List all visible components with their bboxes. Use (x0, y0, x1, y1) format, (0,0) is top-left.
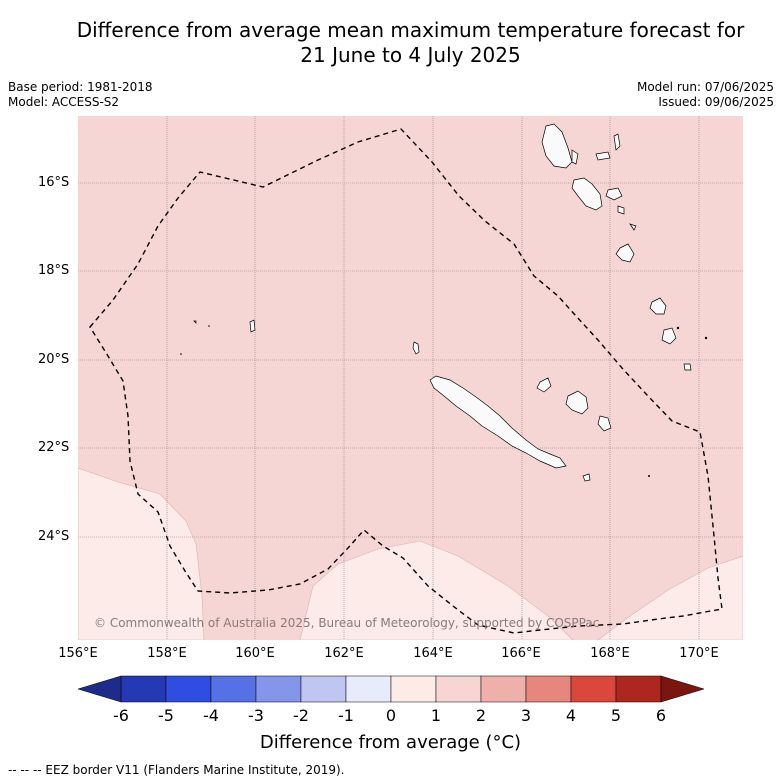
lon-label-160e: 160°E (235, 646, 275, 661)
lon-label-158e: 158°E (147, 646, 187, 661)
lon-label-170e: 170°E (679, 646, 719, 661)
colorbar (78, 675, 704, 703)
copyright-notice: © Commonwealth of Australia 2025, Bureau… (94, 616, 600, 630)
lat-label-20s: 20°S (38, 352, 70, 367)
lon-label-162e: 162°E (324, 646, 364, 661)
eez-legend-note: -- -- -- EEZ border V11 (Flanders Marine… (8, 763, 345, 777)
lat-label-16s: 16°S (38, 175, 70, 190)
map-title: Difference from average mean maximum tem… (0, 18, 781, 68)
colorbar-tick: -1 (338, 706, 354, 725)
lon-label-168e: 168°E (590, 646, 630, 661)
colorbar-cell (165, 675, 212, 703)
lon-label-166e: 166°E (501, 646, 541, 661)
title-line-1: Difference from average mean maximum tem… (76, 18, 745, 42)
meta-right: Model run: 07/06/2025 Issued: 09/06/2025 (637, 80, 774, 110)
colorbar-cell (120, 675, 167, 703)
anomaly-fill-lower-center (299, 540, 574, 641)
coastlines (193, 123, 692, 482)
colorbar-cell (345, 675, 392, 703)
colorbar-tick: 3 (520, 706, 532, 725)
colorbar-cell (615, 675, 662, 703)
lon-label-164e: 164°E (413, 646, 453, 661)
colorbar-arrow-high (660, 675, 704, 703)
issued-date: Issued: 09/06/2025 (658, 95, 774, 109)
efate-island (615, 243, 635, 263)
eez-border (89, 128, 723, 634)
colorbar-tick: 2 (475, 706, 487, 725)
lon-label-156e: 156°E (58, 646, 98, 661)
lat-label-22s: 22°S (38, 440, 70, 455)
title-line-2: 21 June to 4 July 2025 (300, 43, 521, 67)
malekula-island (571, 177, 603, 211)
colorbar-tick: -2 (293, 706, 309, 725)
colorbar-cell (390, 675, 437, 703)
small-islets (180, 325, 708, 477)
santo-island (541, 123, 573, 169)
colorbar-cell (210, 675, 257, 703)
colorbar-tick: -3 (248, 706, 264, 725)
colorbar-tick: 4 (565, 706, 577, 725)
colorbar-cell (480, 675, 527, 703)
erromango-island (649, 297, 667, 315)
colorbar-label: Difference from average (°C) (259, 732, 522, 753)
base-period: Base period: 1981-2018 (8, 80, 153, 94)
colorbar-tick: 1 (430, 706, 442, 725)
colorbar-tick: 6 (655, 706, 667, 725)
lat-label-24s: 24°S (38, 529, 70, 544)
colorbar-tick: 0 (385, 706, 397, 725)
map-canvas (77, 116, 744, 641)
lat-label-18s: 18°S (38, 263, 70, 278)
colorbar-cell (525, 675, 572, 703)
colorbar-cell (435, 675, 482, 703)
colorbar-tick: -5 (158, 706, 174, 725)
colorbar-cell (300, 675, 347, 703)
colorbar-tick: -4 (203, 706, 219, 725)
model-name: Model: ACCESS-S2 (8, 95, 120, 109)
map-panel: © Commonwealth of Australia 2025, Bureau… (77, 116, 744, 641)
colorbar-cell (255, 675, 302, 703)
colorbar-arrow-low (78, 675, 122, 703)
model-run: Model run: 07/06/2025 (636, 80, 774, 94)
new-caledonia-island (429, 375, 567, 469)
meta-left: Base period: 1981-2018 Model: ACCESS-S2 (8, 80, 153, 110)
colorbar-cell (570, 675, 617, 703)
colorbar-tick: -6 (113, 706, 129, 725)
colorbar-tick: 5 (610, 706, 622, 725)
